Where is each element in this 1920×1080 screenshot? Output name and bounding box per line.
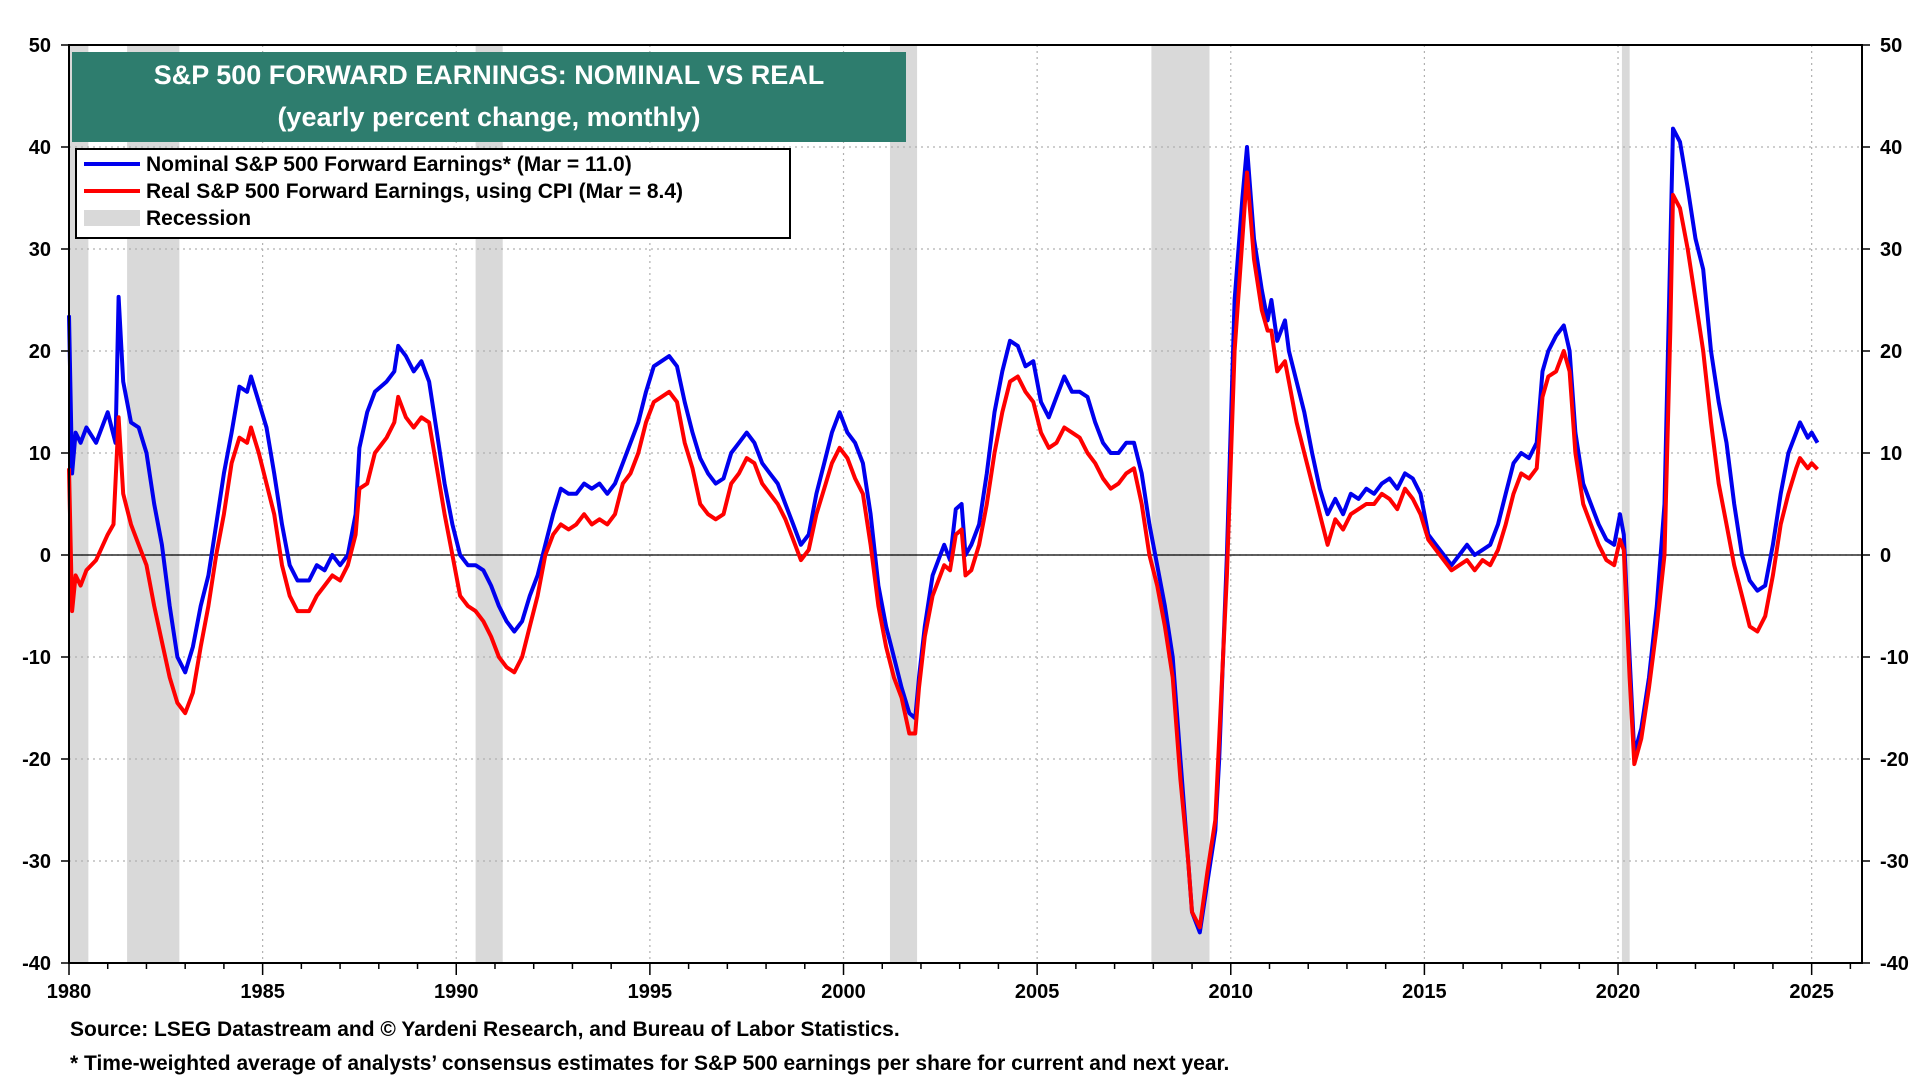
x-tick-label-2010: 2010: [1209, 981, 1254, 1003]
series-line-nominal: [67, 126, 1820, 935]
y-tick-label-left-10: 10: [29, 443, 51, 465]
y-tick-label-left-40: 40: [29, 137, 51, 159]
y-tick-label-right--40: -40: [1880, 953, 1909, 975]
y-tick-label-left-20: 20: [29, 341, 51, 363]
y-tick-label-left-0: 0: [40, 545, 51, 567]
y-tick-label-right-0: 0: [1880, 545, 1891, 567]
y-tick-label-left--20: -20: [22, 749, 51, 771]
recession-band-3: [889, 45, 918, 963]
chart-subtitle: (yearly percent change, monthly): [277, 102, 700, 132]
legend-swatch-recession: [84, 210, 140, 226]
y-tick-label-right--30: -30: [1880, 851, 1909, 873]
x-tick-label-2000: 2000: [821, 981, 866, 1003]
x-tick-label-2020: 2020: [1596, 981, 1641, 1003]
series: [67, 126, 1820, 935]
x-tick-label-1990: 1990: [434, 981, 479, 1003]
y-tick-label-left--10: -10: [22, 647, 51, 669]
y-tick-label-right--20: -20: [1880, 749, 1909, 771]
y-tick-label-left--40: -40: [22, 953, 51, 975]
chart-title: S&P 500 FORWARD EARNINGS: NOMINAL VS REA…: [154, 60, 825, 90]
recession-band-4: [1151, 45, 1210, 963]
legend-label-nominal: Nominal S&P 500 Forward Earnings* (Mar =…: [146, 153, 632, 176]
legend: Nominal S&P 500 Forward Earnings* (Mar =…: [75, 148, 791, 239]
legend-box: [75, 148, 791, 239]
x-tick-label-2025: 2025: [1789, 981, 1834, 1003]
recession-band-5: [1621, 45, 1630, 963]
y-tick-label-right-50: 50: [1880, 35, 1902, 57]
legend-label-recession: Recession: [146, 207, 251, 230]
series-line-real: [67, 170, 1819, 930]
x-tick-label-1995: 1995: [628, 981, 673, 1003]
x-axis: 1980 1985 1990 1995 2000 2005 2010 2015 2020 2025: [47, 963, 1852, 1003]
y-tick-label-right-40: 40: [1880, 137, 1902, 159]
footnote: * Time-weighted average of analysts’ con…: [70, 1052, 1230, 1075]
y-axis: 50 50 40 40 30 30 20 20 10 10 0 0 -10 -10 -20 -20 -30 -30…: [22, 35, 1909, 975]
plot-frame: [68, 44, 1863, 964]
x-tick-label-2005: 2005: [1015, 981, 1060, 1003]
y-tick-label-right--10: -10: [1880, 647, 1909, 669]
source-note: Source: LSEG Datastream and © Yardeni Re…: [70, 1018, 900, 1041]
y-tick-label-right-10: 10: [1880, 443, 1902, 465]
legend-label-real: Real S&P 500 Forward Earnings, using CPI…: [146, 180, 683, 203]
y-tick-label-right-30: 30: [1880, 239, 1902, 261]
x-tick-label-1985: 1985: [240, 981, 285, 1003]
title-background: [72, 52, 906, 142]
x-tick-label-2015: 2015: [1402, 981, 1447, 1003]
y-tick-label-left-30: 30: [29, 239, 51, 261]
recession-bands: [69, 45, 1630, 963]
y-tick-label-left-50: 50: [29, 35, 51, 57]
recession-band-0: [69, 45, 89, 963]
title-box: S&P 500 FORWARD EARNINGS: NOMINAL VS REA…: [72, 52, 906, 142]
x-tick-label-1980: 1980: [47, 981, 92, 1003]
y-tick-label-right-20: 20: [1880, 341, 1902, 363]
y-tick-label-left--30: -30: [22, 851, 51, 873]
